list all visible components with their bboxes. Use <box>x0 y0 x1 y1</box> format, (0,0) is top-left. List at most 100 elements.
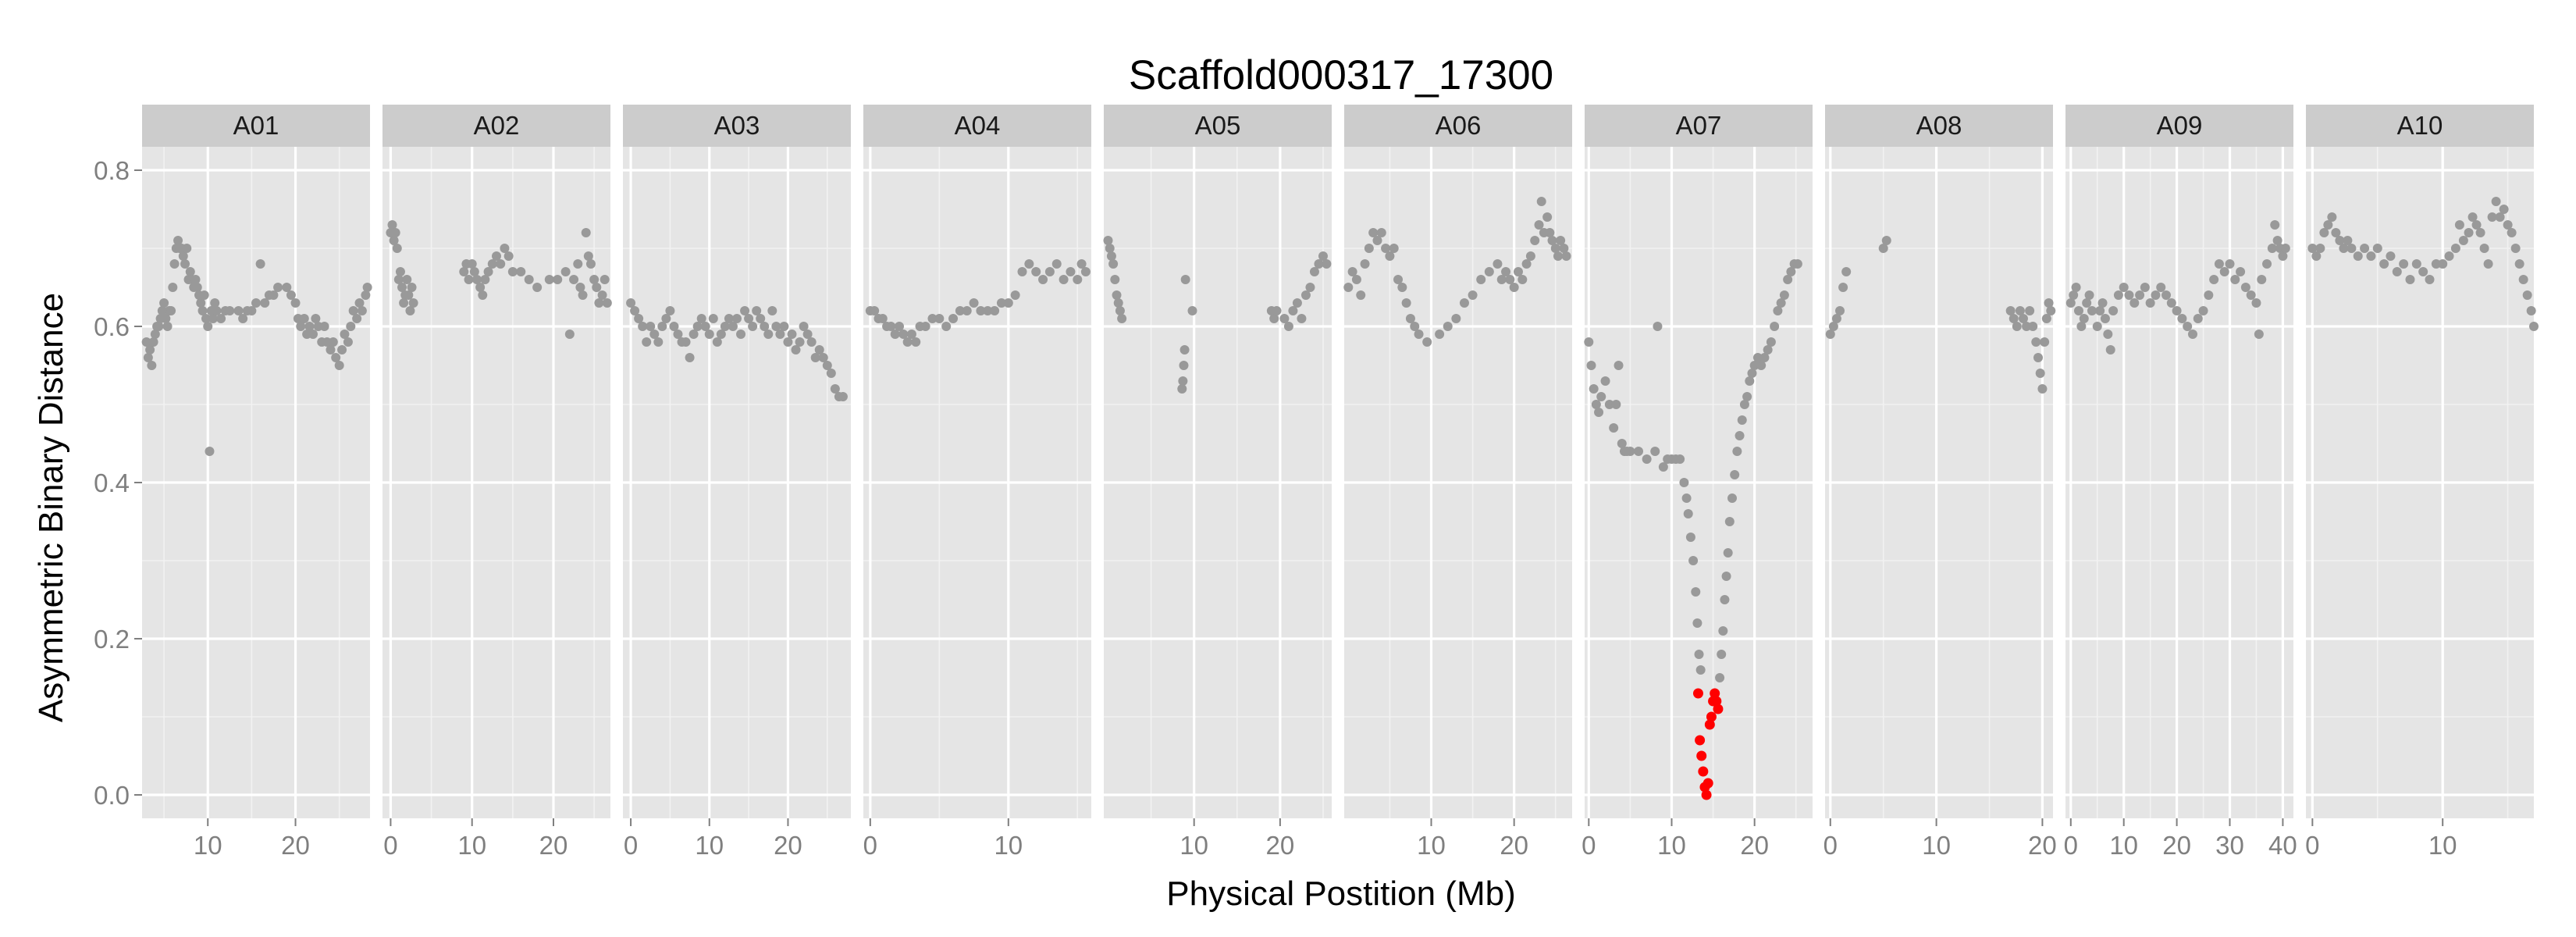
data-point <box>161 314 171 323</box>
data-point <box>2331 228 2341 237</box>
data-point <box>1179 345 1190 354</box>
data-points <box>2307 197 2539 331</box>
facet-a07: A07 0 10 20 <box>1582 105 1813 860</box>
data-point <box>822 361 832 370</box>
data-point <box>1393 275 1404 284</box>
data-point <box>192 283 202 292</box>
data-point <box>1838 283 1848 292</box>
data-point <box>1634 447 1644 456</box>
data-point <box>560 267 571 276</box>
data-point <box>578 290 588 300</box>
data-point <box>326 345 336 354</box>
data-point <box>2209 275 2219 284</box>
y-axis-title: Asymmetric Binary Distance <box>32 293 70 722</box>
data-point <box>2246 290 2256 300</box>
data-point <box>934 314 945 323</box>
data-point <box>2151 290 2161 300</box>
data-point <box>299 314 309 323</box>
data-point <box>389 236 399 245</box>
data-point <box>1547 236 1557 245</box>
data-point <box>1347 267 1357 276</box>
data-points <box>865 259 1091 347</box>
data-point <box>1556 236 1566 245</box>
data-point <box>199 290 209 300</box>
data-point <box>665 306 675 315</box>
data-point <box>2005 306 2016 315</box>
data-point <box>1343 283 1354 292</box>
facet-strip-label: A05 <box>1195 111 1241 140</box>
data-point <box>2166 298 2176 308</box>
x-tick-label: 20 <box>281 831 310 860</box>
data-point <box>2454 220 2464 230</box>
data-point <box>2479 244 2489 253</box>
data-point <box>2076 322 2087 331</box>
data-point <box>180 259 190 269</box>
data-point <box>1269 314 1279 323</box>
data-point <box>2161 290 2172 300</box>
facet-strip <box>2065 105 2293 147</box>
chart-title: Scaffold000317_17300 <box>1129 52 1553 98</box>
data-point <box>150 330 160 339</box>
data-point <box>583 251 593 261</box>
data-point <box>1534 220 1544 230</box>
data-point <box>870 306 880 315</box>
data-point <box>638 322 648 331</box>
data-point <box>1735 431 1745 440</box>
data-point <box>1381 244 1391 253</box>
data-point <box>148 337 158 347</box>
data-point <box>2145 298 2155 308</box>
data-point <box>1542 212 1553 222</box>
data-point <box>688 330 699 339</box>
data-point <box>352 314 362 323</box>
x-tick-label: 10 <box>2428 831 2457 860</box>
data-point <box>1360 259 1370 269</box>
data-point <box>2071 283 2081 292</box>
data-point <box>2214 259 2224 269</box>
data-point <box>2156 283 2166 292</box>
data-point <box>728 322 738 331</box>
data-point <box>2103 330 2113 339</box>
x-tick-label: 0 <box>1582 831 1596 860</box>
data-point <box>1594 408 1604 417</box>
facet-strip <box>1585 105 1813 147</box>
data-point <box>2183 322 2193 331</box>
data-point <box>795 337 805 347</box>
data-point <box>2360 244 2370 253</box>
data-point <box>190 275 201 284</box>
data-point <box>311 314 321 323</box>
data-point <box>1614 361 1624 370</box>
facet-a02: A02 0 10 20 <box>382 105 612 860</box>
data-point <box>886 322 896 331</box>
highlighted-data-point <box>1703 778 1713 789</box>
data-point <box>346 322 356 331</box>
data-point <box>2119 283 2129 292</box>
data-point <box>1688 556 1699 565</box>
data-point <box>212 306 222 315</box>
data-point <box>669 322 679 331</box>
data-point <box>2491 197 2501 206</box>
data-point <box>1356 290 1366 300</box>
data-point <box>196 298 206 308</box>
data-point <box>569 275 579 284</box>
data-point <box>238 314 248 323</box>
facet-strip <box>1104 105 1332 147</box>
data-point <box>1732 447 1742 456</box>
data-point <box>2015 306 2025 315</box>
data-point <box>712 337 722 347</box>
data-point <box>1723 548 1733 558</box>
data-point <box>2124 290 2134 300</box>
data-point <box>1745 376 1755 386</box>
data-point <box>1763 345 1773 354</box>
x-tick-label: 0 <box>383 831 397 860</box>
data-point <box>2526 306 2536 315</box>
data-point <box>1835 306 1845 315</box>
data-point <box>2031 337 2041 347</box>
data-point <box>354 298 365 308</box>
data-point <box>1718 626 1728 636</box>
data-point <box>1110 275 1120 284</box>
x-tick-label: 10 <box>1657 831 1686 860</box>
data-point <box>1692 618 1703 628</box>
y-tick-label: 0.4 <box>94 468 130 497</box>
data-point <box>2522 290 2532 300</box>
data-points <box>2065 220 2290 354</box>
